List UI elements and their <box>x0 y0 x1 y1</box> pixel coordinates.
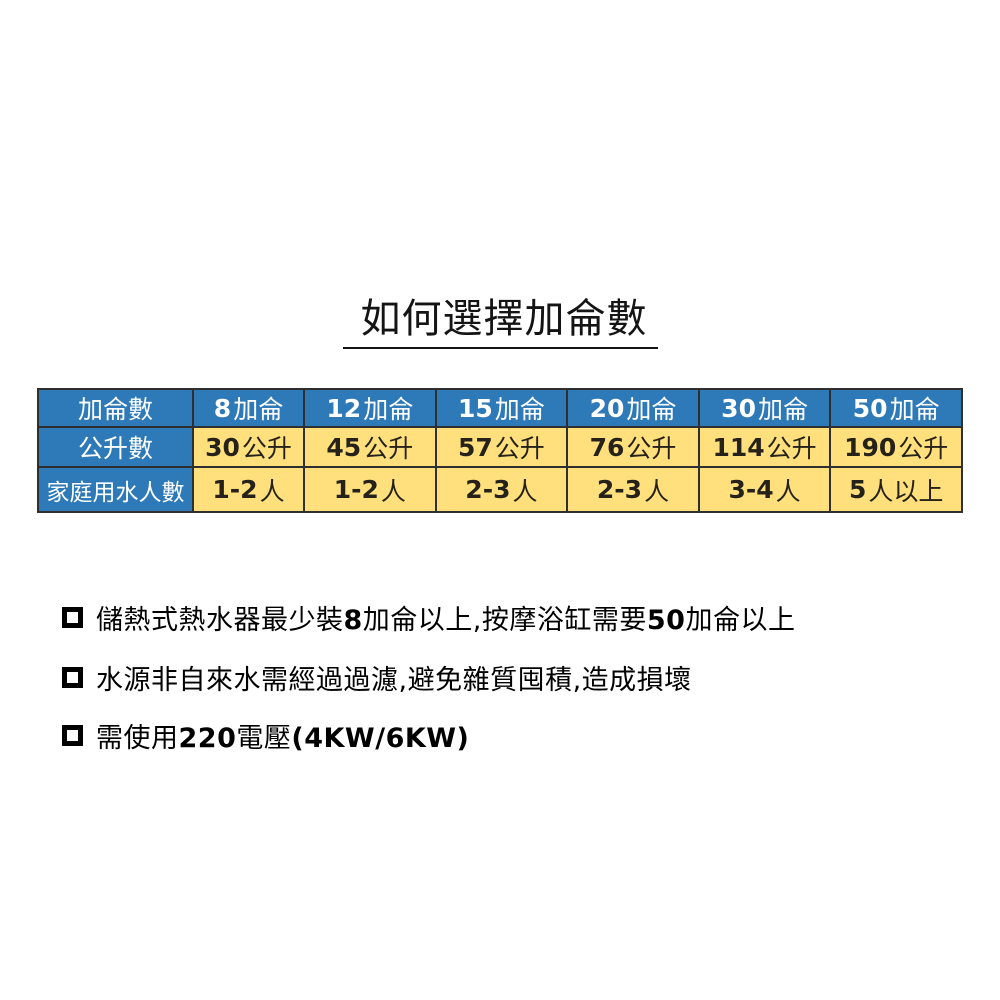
household-unit: 人 <box>644 476 670 506</box>
header-cell-20gal: 20 加侖 <box>568 390 700 428</box>
household-unit: 人以上 <box>868 476 944 506</box>
bullet-segment: 儲熱式熱水器最少裝 <box>96 605 344 636</box>
bullet-text: 需使用220電壓(4KW/6KW) <box>96 716 469 755</box>
table-household-row: 家庭用水人數 1-2 人 1-2 人 2-3 人 2-3 人 3-4 人 5 人以上 <box>39 468 963 513</box>
page-title-wrap: 如何選擇加侖數 <box>0 296 1000 349</box>
household-num: 3-4 <box>728 475 774 504</box>
bullet-segment-bold: 8 <box>343 605 363 636</box>
table-liters-row: 公升數 30 公升 45 公升 57 公升 76 公升 114 公升 190 公升 <box>39 428 963 468</box>
household-num: 1-2 <box>212 475 258 504</box>
household-num: 2-3 <box>465 475 511 504</box>
header-unit: 加侖 <box>494 395 545 424</box>
bullet-note-water-filter: 水源非自來水需經過過濾,避免雜質囤積,造成損壞 <box>62 658 692 697</box>
header-unit: 加侖 <box>626 395 677 424</box>
liters-label: 公升數 <box>77 434 153 463</box>
liters-unit: 公升 <box>898 434 949 463</box>
liters-cell: 30 公升 <box>194 428 305 468</box>
bullet-segment: 電壓 <box>236 723 292 754</box>
header-num: 30 <box>721 393 756 423</box>
bullet-segment: 加侖以上,按摩浴缸需要 <box>362 605 647 636</box>
household-unit: 人 <box>775 476 801 506</box>
header-label: 加侖數 <box>77 395 153 424</box>
liters-cell: 57 公升 <box>436 428 569 468</box>
bullet-note-min-gallons: 儲熱式熱水器最少裝8加侖以上,按摩浴缸需要50加侖以上 <box>62 598 795 637</box>
liters-unit: 公升 <box>626 434 677 463</box>
gallon-selection-table: 加侖數 8 加侖 12 加侖 15 加侖 20 加侖 30 加侖 50 加侖 <box>37 388 963 513</box>
household-cell: 1-2 人 <box>305 468 437 513</box>
liters-num: 57 <box>457 432 493 462</box>
liters-cell: 114 公升 <box>699 428 832 468</box>
household-unit: 人 <box>512 476 538 506</box>
bullet-segment: 加侖以上 <box>685 605 796 636</box>
header-cell-12gal: 12 加侖 <box>305 390 437 428</box>
household-cell: 2-3 人 <box>568 468 700 513</box>
liters-num: 30 <box>205 432 240 462</box>
liters-num: 190 <box>844 432 897 462</box>
household-cell: 3-4 人 <box>699 468 832 513</box>
household-label-cell: 家庭用水人數 <box>39 468 194 513</box>
liters-cell: 190 公升 <box>831 428 963 468</box>
square-bullet-icon <box>62 667 83 688</box>
header-unit: 加侖 <box>757 395 808 424</box>
header-unit: 加侖 <box>889 395 940 424</box>
liters-unit: 公升 <box>241 434 292 463</box>
header-num: 12 <box>326 393 362 423</box>
header-num: 15 <box>457 393 493 423</box>
household-label: 家庭用水人數 <box>46 479 185 506</box>
bullet-segment-bold: (4KW/6KW) <box>291 723 470 754</box>
square-bullet-icon <box>62 725 83 746</box>
household-num: 1-2 <box>333 475 379 504</box>
bullet-text: 儲熱式熱水器最少裝8加侖以上,按摩浴缸需要50加侖以上 <box>96 598 795 637</box>
liters-num: 45 <box>326 432 362 462</box>
liters-cell: 76 公升 <box>568 428 700 468</box>
liters-unit: 公升 <box>494 434 545 463</box>
page-title: 如何選擇加侖數 <box>342 296 658 349</box>
bullet-segment-bold: 50 <box>646 605 686 636</box>
liters-unit: 公升 <box>363 434 414 463</box>
header-cell-50gal: 50 加侖 <box>831 390 963 428</box>
liters-num: 76 <box>589 432 625 462</box>
household-unit: 人 <box>380 476 406 506</box>
household-cell: 1-2 人 <box>194 468 305 513</box>
header-num: 50 <box>852 393 888 423</box>
household-num: 2-3 <box>596 475 643 504</box>
liters-unit: 公升 <box>766 434 817 463</box>
liters-label-cell: 公升數 <box>39 428 194 468</box>
household-num: 5 <box>848 475 867 504</box>
bullet-note-voltage: 需使用220電壓(4KW/6KW) <box>62 716 469 755</box>
liters-cell: 45 公升 <box>305 428 437 468</box>
household-cell: 2-3 人 <box>436 468 569 513</box>
bullet-text: 水源非自來水需經過過濾,避免雜質囤積,造成損壞 <box>96 658 692 697</box>
household-cell: 5 人以上 <box>831 468 963 513</box>
square-bullet-icon <box>62 607 83 628</box>
household-unit: 人 <box>259 476 285 506</box>
header-num: 8 <box>213 393 232 423</box>
header-label-cell: 加侖數 <box>39 390 194 428</box>
table-header-row: 加侖數 8 加侖 12 加侖 15 加侖 20 加侖 30 加侖 50 加侖 <box>39 390 963 428</box>
header-cell-15gal: 15 加侖 <box>436 390 569 428</box>
header-unit: 加侖 <box>233 395 284 424</box>
header-cell-30gal: 30 加侖 <box>699 390 832 428</box>
bullet-segment: 水源非自來水需經過過濾,避免雜質囤積,造成損壞 <box>96 665 692 696</box>
bullet-segment: 需使用 <box>96 723 179 754</box>
header-num: 20 <box>589 393 625 423</box>
header-cell-8gal: 8 加侖 <box>194 390 305 428</box>
header-unit: 加侖 <box>363 395 414 424</box>
bullet-segment-bold: 220 <box>178 723 237 754</box>
liters-num: 114 <box>712 432 765 462</box>
